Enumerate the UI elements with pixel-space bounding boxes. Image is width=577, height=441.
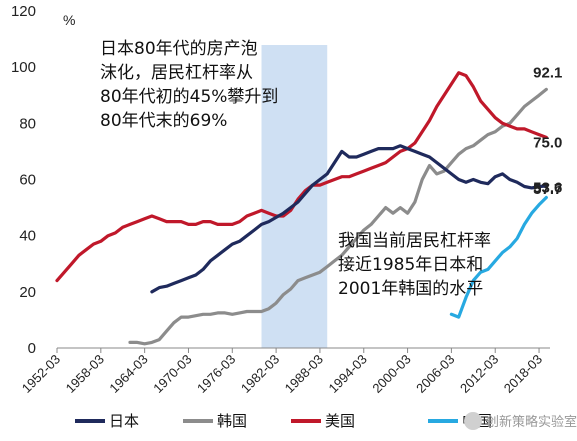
series-line-0 <box>150 144 548 294</box>
watermark: 创新策略实验室 <box>464 412 577 430</box>
end-label: 57.7 <box>533 181 562 198</box>
annotation-line: 我国当前居民杠杆率 <box>338 231 491 251</box>
annotation-line: 日本80年代的房产泡 <box>100 39 258 59</box>
x-tick-label: 1958-03 <box>63 352 107 396</box>
legend: 日本韩国美国中国 <box>75 412 492 430</box>
annotation-line: 80年代末的69% <box>100 111 227 131</box>
x-tick-label: 1994-03 <box>326 352 370 396</box>
annotation-line: 接近1985年日本和 <box>338 255 483 275</box>
y-axis-ticks: 0 20 40 60 80 100 120 <box>11 3 36 357</box>
end-label: 53.6 <box>533 179 562 196</box>
y-tick-label: 120 <box>11 3 36 20</box>
y-tick-label: 20 <box>19 284 36 301</box>
x-tick-label: 2000-03 <box>369 352 413 396</box>
y-tick-label: 80 <box>19 115 36 132</box>
end-label: 92.1 <box>533 64 562 81</box>
series-line-2 <box>55 71 548 283</box>
x-tick-label: 1982-03 <box>238 352 282 396</box>
x-tick-label: 1952-03 <box>19 352 63 396</box>
annotation-line: 沫化，居民杠杆率从 <box>100 63 253 83</box>
x-tick-label: 1976-03 <box>194 352 238 396</box>
highlight-span <box>261 45 328 348</box>
x-tick-label: 2006-03 <box>413 352 457 396</box>
x-tick-label: 2018-03 <box>501 352 545 396</box>
x-tick-label: 1988-03 <box>282 352 326 396</box>
y-tick-label: 60 <box>19 172 36 189</box>
annotation-line: 2001年韩国的水平 <box>338 279 483 299</box>
annotation-line: 80年代初的45%攀升到 <box>100 87 278 107</box>
x-tick-label: 1970-03 <box>150 352 194 396</box>
legend-label: 美国 <box>325 412 355 430</box>
watermark-logo-icon <box>464 412 482 430</box>
series-line-3 <box>449 195 548 319</box>
end-labels: 57.7 92.1 75.0 53.6 <box>533 64 562 198</box>
watermark-text: 创新策略实验室 <box>486 414 577 430</box>
legend-label: 日本 <box>109 412 139 430</box>
x-tick-label: 1964-03 <box>106 352 150 396</box>
y-tick-label: 0 <box>28 340 36 357</box>
series-lines <box>55 71 548 346</box>
y-tick-label: 100 <box>11 59 36 76</box>
end-label: 75.0 <box>533 134 562 151</box>
series-line-1 <box>128 87 548 346</box>
legend-label: 韩国 <box>217 412 247 430</box>
x-tick-label: 2012-03 <box>457 352 501 396</box>
y-unit-label: % <box>63 12 75 28</box>
x-axis: 1952-03 1958-03 1964-03 1970-03 1976-03 1982-… <box>19 347 550 396</box>
y-tick-label: 40 <box>19 228 36 245</box>
